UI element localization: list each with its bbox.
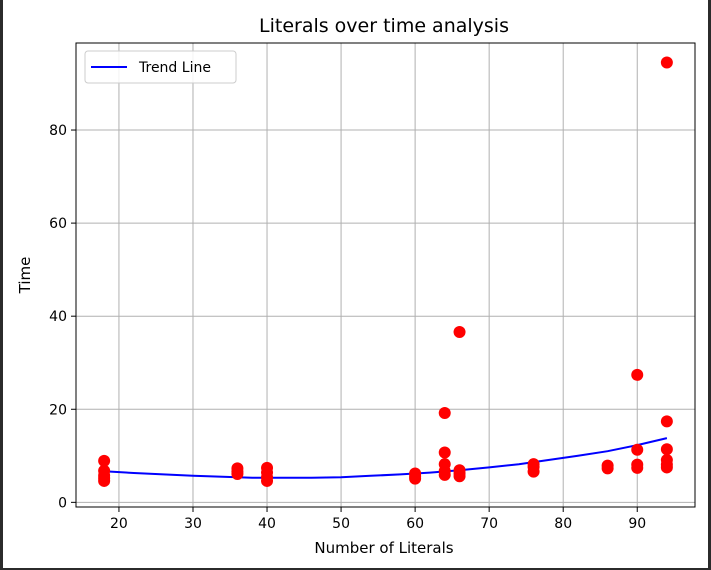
plot-area-frame (75, 42, 696, 508)
data-point (453, 470, 466, 483)
chart-title: Literals over time analysis (259, 15, 509, 37)
x-tick-label: 40 (258, 516, 276, 532)
data-point (631, 443, 644, 456)
data-point (660, 56, 673, 69)
data-point (438, 446, 451, 459)
data-point (261, 474, 274, 487)
x-tick-label: 60 (406, 516, 424, 532)
y-axis-label: Time (16, 257, 34, 295)
axis-ticks: 20 30 40 50 60 70 80 90 0 20 40 60 80 (49, 123, 646, 532)
x-tick-label: 80 (554, 516, 572, 532)
data-point (660, 415, 673, 428)
x-tick-label: 20 (110, 516, 128, 532)
data-point (660, 443, 673, 456)
y-tick-label: 40 (49, 309, 67, 325)
x-tick-label: 70 (480, 516, 498, 532)
legend-box (84, 50, 237, 84)
y-tick-label: 0 (58, 495, 67, 511)
data-point (438, 406, 451, 419)
y-tick-label: 80 (49, 123, 67, 139)
data-point (631, 461, 644, 474)
data-point (453, 326, 466, 339)
data-point (660, 461, 673, 474)
data-point (409, 472, 422, 485)
grid (76, 43, 695, 507)
data-point (601, 462, 614, 475)
data-point (98, 454, 111, 467)
data-point (438, 468, 451, 481)
data-point (231, 467, 244, 480)
chart-window: Literals over time analysis 20 30 40 50 60 70… (3, 0, 708, 568)
data-point (527, 465, 540, 478)
y-tick-label: 60 (49, 216, 67, 232)
data-point (98, 474, 111, 487)
legend: Trend Line (84, 50, 237, 84)
data-point (631, 368, 644, 381)
trend-line (104, 437, 668, 479)
scatter-chart: Literals over time analysis 20 30 40 50 60 70… (16, 15, 696, 557)
legend-label-trend-line: Trend Line (138, 60, 211, 76)
x-tick-label: 30 (184, 516, 202, 532)
x-tick-label: 50 (332, 516, 350, 532)
y-tick-label: 20 (49, 402, 67, 418)
trend-line-layer (104, 437, 668, 479)
points-layer (98, 56, 673, 487)
x-tick-label: 90 (628, 516, 646, 532)
x-axis-label: Number of Literals (314, 539, 453, 557)
